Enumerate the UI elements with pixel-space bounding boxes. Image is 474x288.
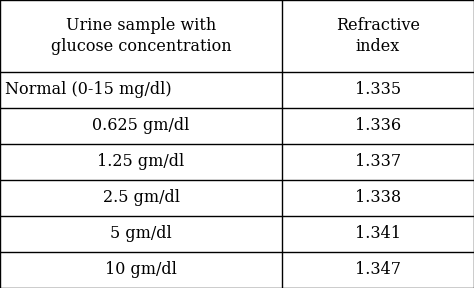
Text: 1.337: 1.337: [355, 154, 401, 170]
Text: 1.335: 1.335: [355, 82, 401, 98]
Text: 1.25 gm/dl: 1.25 gm/dl: [97, 154, 185, 170]
Text: 10 gm/dl: 10 gm/dl: [105, 262, 177, 278]
Text: 1.347: 1.347: [355, 262, 401, 278]
Text: 2.5 gm/dl: 2.5 gm/dl: [102, 190, 180, 206]
Text: Normal (0-15 mg/dl): Normal (0-15 mg/dl): [5, 82, 172, 98]
Text: Refractive
index: Refractive index: [336, 17, 420, 55]
Text: Urine sample with
glucose concentration: Urine sample with glucose concentration: [51, 17, 231, 55]
Text: 1.338: 1.338: [355, 190, 401, 206]
Text: 0.625 gm/dl: 0.625 gm/dl: [92, 118, 190, 134]
Text: 1.341: 1.341: [355, 226, 401, 242]
Text: 5 gm/dl: 5 gm/dl: [110, 226, 172, 242]
Text: 1.336: 1.336: [355, 118, 401, 134]
